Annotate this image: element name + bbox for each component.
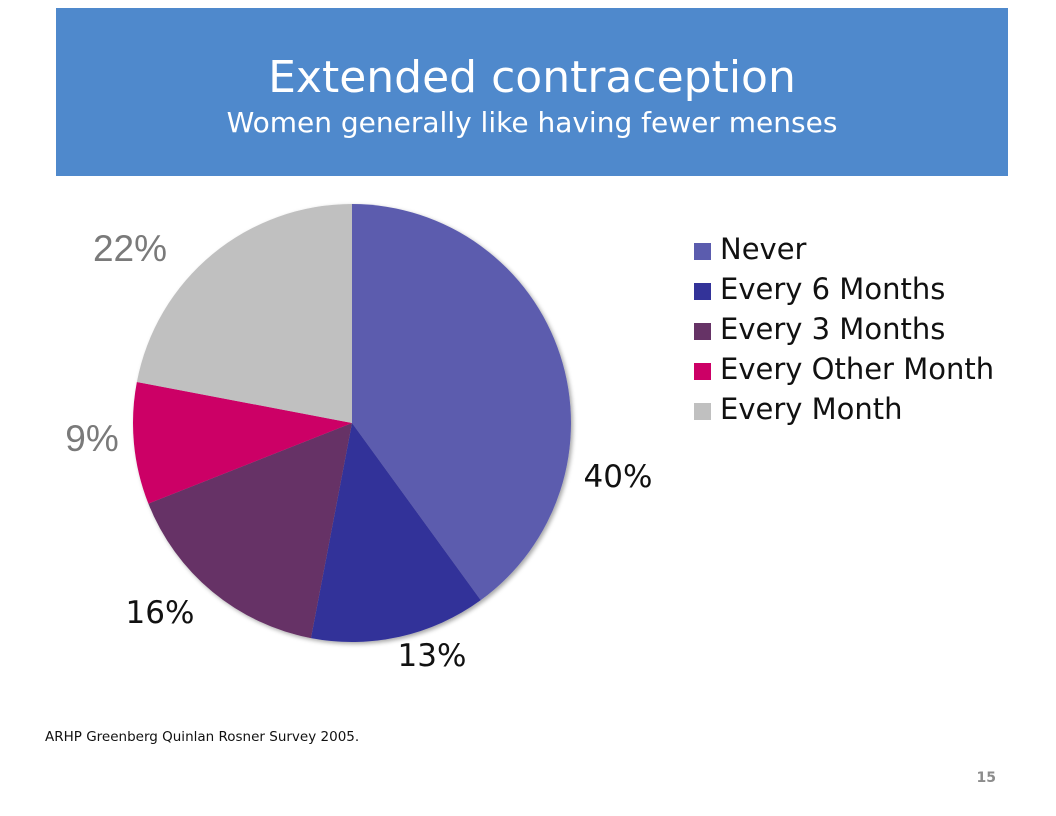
legend-item-every-other-month: Every Other Month <box>694 349 994 389</box>
legend-label-every-other-month: Every Other Month <box>720 352 995 386</box>
legend-item-every-month: Every Month <box>694 389 994 429</box>
pie-slice-never <box>352 204 571 601</box>
title-banner: Extended contraception Women generally l… <box>56 8 1008 176</box>
legend-item-every-6-months: Every 6 Months <box>694 269 994 309</box>
pie-slice-every-month <box>136 204 352 423</box>
legend-label-every-6-months: Every 6 Months <box>720 272 946 306</box>
chart-legend: Never Every 6 Months Every 3 Months Ever… <box>694 229 994 429</box>
legend-label-every-month: Every Month <box>720 392 903 426</box>
legend-swatch-every-3-months <box>694 323 711 340</box>
legend-label-every-3-months: Every 3 Months <box>720 312 946 346</box>
pie-slice-every-other-month <box>133 381 352 504</box>
legend-label-never: Never <box>720 232 807 266</box>
slide-title: Extended contraception <box>268 52 796 103</box>
pie-slice-every-6-months <box>310 423 481 642</box>
legend-swatch-every-6-months <box>694 283 711 300</box>
legend-item-never: Never <box>694 229 994 269</box>
pie-slice-every-3-months <box>148 423 352 639</box>
data-label-every-month: 22% <box>93 228 167 269</box>
legend-swatch-every-month <box>694 403 711 420</box>
slide-subtitle: Women generally like having fewer menses <box>226 106 838 139</box>
pie-data-labels: 40% 13% 16% 9% 22% <box>65 228 652 674</box>
data-label-every-3-months: 16% <box>126 595 195 631</box>
data-label-every-6-months: 13% <box>398 638 467 674</box>
source-citation: ARHP Greenberg Quinlan Rosner Survey 200… <box>45 729 360 745</box>
legend-swatch-never <box>694 243 711 260</box>
pie-slices <box>133 204 571 642</box>
legend-item-every-3-months: Every 3 Months <box>694 309 994 349</box>
data-label-every-other-month: 9% <box>65 418 118 459</box>
page-number: 15 <box>976 770 996 786</box>
data-label-never: 40% <box>584 459 653 495</box>
legend-swatch-every-other-month <box>694 363 711 380</box>
